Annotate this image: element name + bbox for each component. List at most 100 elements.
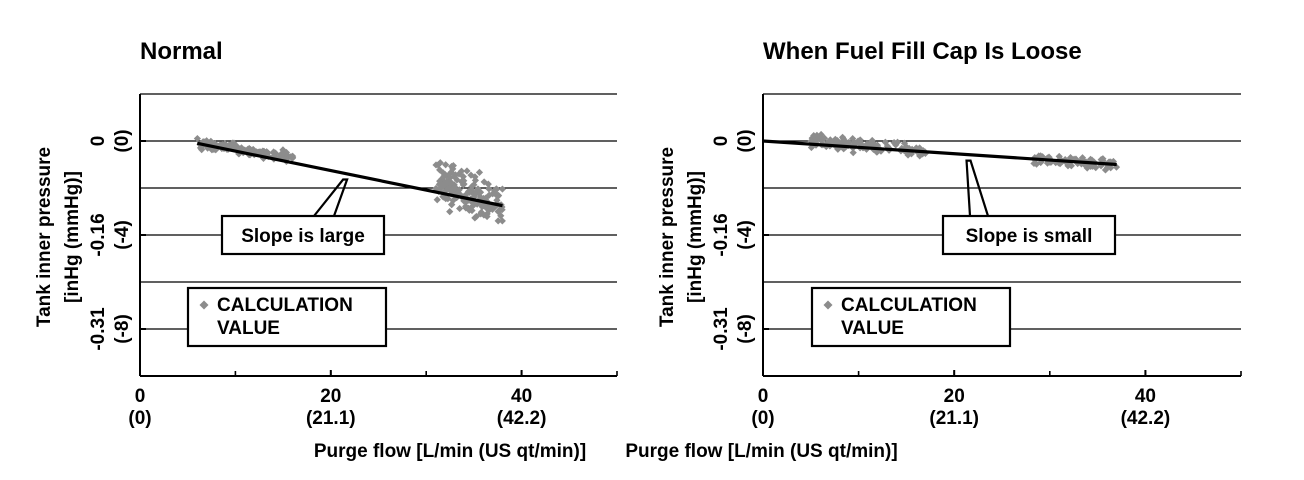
data-point xyxy=(474,185,482,193)
y-tick-label: -0.31 xyxy=(711,307,732,351)
x-tick-sublabel: (21.1) xyxy=(306,408,356,429)
data-point xyxy=(490,186,499,194)
data-point xyxy=(839,135,848,143)
data-point xyxy=(890,139,898,147)
data-point xyxy=(841,138,849,146)
data-point xyxy=(447,189,456,198)
data-point xyxy=(849,135,857,143)
y-axis-label: Tank inner pressure xyxy=(657,147,678,327)
data-point xyxy=(468,182,476,191)
data-point xyxy=(817,130,825,139)
data-point xyxy=(467,171,475,179)
data-point xyxy=(1092,163,1100,172)
data-point xyxy=(810,132,818,140)
data-point xyxy=(468,206,476,215)
annotation-box xyxy=(941,214,1117,256)
annotation-text: Slope is small xyxy=(966,226,1093,247)
data-point xyxy=(456,204,464,213)
data-point xyxy=(282,148,291,157)
data-point xyxy=(492,190,500,198)
data-point xyxy=(489,203,498,211)
data-point xyxy=(446,208,454,216)
data-point xyxy=(440,172,448,180)
chart-title: Normal xyxy=(140,38,223,65)
x-axis-label: Purge flow [L/min (US qt/min)] xyxy=(314,441,586,462)
legend-label: CALCULATION xyxy=(841,295,977,316)
data-point xyxy=(435,180,443,188)
data-point xyxy=(1099,155,1107,163)
data-point xyxy=(479,201,488,209)
data-point xyxy=(1065,160,1073,169)
data-point xyxy=(451,183,459,191)
y-tick-sublabel: (0) xyxy=(735,129,756,152)
data-point xyxy=(1030,159,1038,168)
data-point xyxy=(1078,154,1087,162)
data-point xyxy=(498,185,507,193)
data-point xyxy=(263,148,271,156)
data-point xyxy=(257,148,265,156)
y-tick-sublabel: (-8) xyxy=(735,314,756,344)
data-point xyxy=(459,181,467,189)
data-point xyxy=(446,178,455,186)
data-point xyxy=(433,196,441,204)
data-point xyxy=(451,171,460,179)
y-tick-label: -0.31 xyxy=(88,307,109,351)
y-tick-label: -0.16 xyxy=(711,213,732,256)
data-point xyxy=(1037,152,1045,160)
annotation-box xyxy=(220,214,386,256)
data-point xyxy=(863,140,871,148)
x-tick-label: 0 xyxy=(135,386,146,407)
data-point xyxy=(432,161,440,169)
chart-panel-loose-cap: When Fuel Fill Cap Is Loose0(0)20(21.1)4… xyxy=(625,38,1242,462)
annotation-text: Slope is large xyxy=(241,226,365,247)
y-tick-label: 0 xyxy=(88,136,109,147)
data-point xyxy=(1088,156,1096,164)
data-point xyxy=(436,159,444,167)
data-point xyxy=(881,138,889,146)
data-point xyxy=(432,184,440,193)
data-point xyxy=(449,186,457,194)
data-point xyxy=(475,168,484,176)
x-tick-label: 20 xyxy=(320,386,341,407)
y-tick-label: 0 xyxy=(711,136,732,147)
data-point xyxy=(1101,166,1110,174)
x-tick-sublabel: (0) xyxy=(751,408,774,429)
legend-label-line2: VALUE xyxy=(217,318,280,339)
legend-box xyxy=(186,286,388,348)
data-point xyxy=(457,167,466,175)
y-tick-label: -0.16 xyxy=(88,213,109,256)
data-point xyxy=(464,187,473,196)
data-point xyxy=(494,207,502,216)
trend-line xyxy=(762,139,1117,167)
data-point xyxy=(448,201,456,209)
data-point xyxy=(277,150,285,159)
data-point xyxy=(496,205,505,213)
data-point xyxy=(459,172,467,181)
data-point xyxy=(849,149,857,157)
data-point xyxy=(444,185,452,193)
data-point xyxy=(462,202,470,210)
x-tick-sublabel: (21.1) xyxy=(929,408,979,429)
data-point xyxy=(498,217,506,225)
data-point xyxy=(1083,164,1091,172)
data-point xyxy=(452,186,460,194)
y-tick-sublabel: (-8) xyxy=(112,314,133,344)
data-point xyxy=(1085,160,1093,168)
data-point xyxy=(856,139,865,147)
data-point xyxy=(446,174,454,182)
data-point xyxy=(438,175,446,183)
data-point xyxy=(900,139,909,147)
y-tick-sublabel: (-4) xyxy=(112,220,133,250)
data-point xyxy=(477,208,485,216)
data-point xyxy=(449,165,457,173)
callout-leader xyxy=(965,159,990,217)
legend-box xyxy=(810,286,1012,348)
data-point xyxy=(436,166,444,174)
x-axis-label: Purge flow [L/min (US qt/min)] xyxy=(625,441,897,462)
y-axis-label-units: [inHg (mmHg)] xyxy=(685,171,706,303)
y-axis-label-units: [inHg (mmHg)] xyxy=(62,171,83,303)
x-tick-label: 40 xyxy=(511,386,532,407)
data-point xyxy=(196,144,205,152)
data-point xyxy=(470,181,478,189)
